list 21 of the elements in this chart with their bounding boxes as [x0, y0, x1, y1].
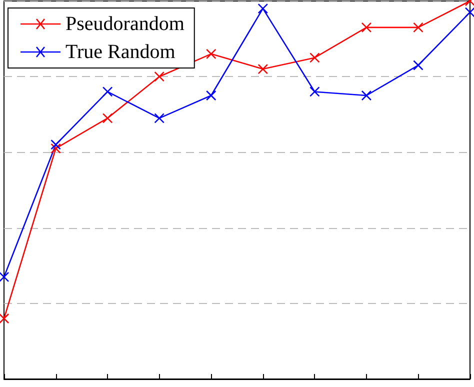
- legend-label: True Random: [66, 41, 176, 63]
- point: [413, 22, 424, 33]
- point: [258, 3, 268, 14]
- point: [102, 86, 113, 97]
- point: [0, 272, 10, 282]
- point: [50, 143, 61, 154]
- point: [206, 48, 216, 60]
- point: [102, 113, 113, 124]
- point: [361, 90, 372, 101]
- point: [154, 113, 164, 124]
- legend-label: Pseudorandom: [66, 13, 185, 35]
- point: [361, 22, 372, 33]
- point: [258, 64, 268, 74]
- point: [206, 90, 216, 101]
- point: [310, 86, 320, 97]
- point: [413, 60, 424, 70]
- point: [310, 52, 320, 63]
- point: [464, 7, 474, 18]
- point: [50, 139, 61, 150]
- point: [154, 71, 164, 82]
- point: [0, 313, 10, 324]
